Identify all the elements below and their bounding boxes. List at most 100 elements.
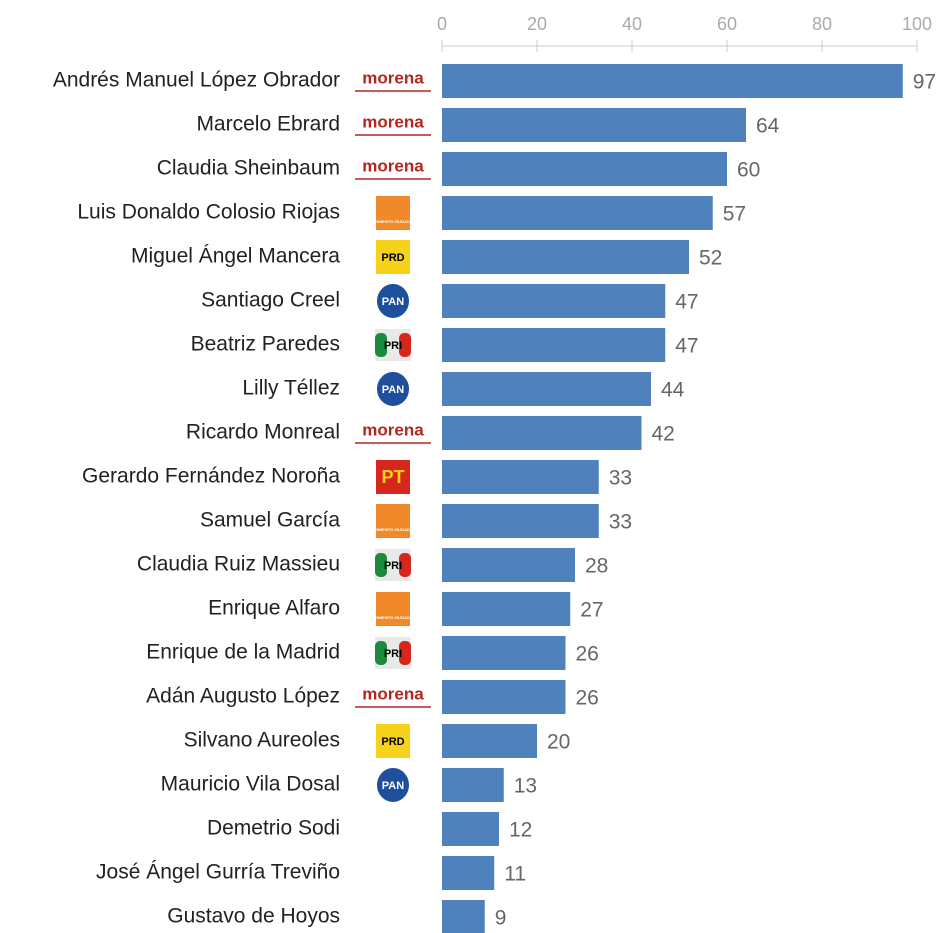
bar	[442, 328, 666, 362]
bar	[442, 64, 903, 98]
party-logo: PAN	[375, 766, 411, 804]
party-logo: morena	[355, 112, 431, 136]
value-label: 9	[495, 907, 507, 930]
category-label: Demetrio Sodi	[207, 817, 340, 840]
party-label: PRI	[384, 560, 402, 572]
party-logo: PAN	[375, 282, 411, 320]
value-label: 57	[723, 203, 746, 226]
value-label: 28	[585, 555, 608, 578]
bar	[442, 504, 599, 538]
value-label: 33	[609, 467, 632, 490]
party-logo: morena	[355, 420, 431, 444]
category-label: Claudia Ruiz Massieu	[137, 553, 340, 576]
logo-shape	[376, 724, 410, 758]
party-label: PRI	[384, 340, 402, 352]
logo-shape	[376, 460, 410, 494]
value-label: 26	[576, 687, 599, 710]
category-label: Luis Donaldo Colosio Riojas	[77, 201, 340, 224]
party-logo: PRI	[375, 637, 411, 669]
logo-shape	[375, 282, 411, 320]
logo-shape	[376, 196, 410, 230]
party-logo: MOVIMIENTO CIUDADANO	[367, 504, 419, 538]
category-label: Adán Augusto López	[146, 685, 340, 708]
bar	[442, 372, 651, 406]
x-tick-label: 20	[527, 14, 547, 34]
x-tick-label: 100	[902, 14, 932, 34]
bar	[442, 240, 689, 274]
x-tick-label: 40	[622, 14, 642, 34]
category-label: Marcelo Ebrard	[196, 113, 340, 136]
bar	[442, 724, 537, 758]
logo-green	[375, 553, 387, 577]
value-label: 20	[547, 731, 570, 754]
logo-shape	[376, 592, 410, 626]
category-label: Santiago Creel	[201, 289, 340, 312]
value-label: 47	[675, 291, 698, 314]
value-label: 52	[699, 247, 722, 270]
party-label: PRD	[381, 252, 404, 264]
bar	[442, 592, 571, 626]
party-label: PAN	[382, 384, 404, 396]
party-logo: PT	[376, 460, 410, 494]
bar	[442, 108, 746, 142]
bar	[442, 416, 642, 450]
party-logo: PRI	[375, 329, 411, 361]
logo-shape	[376, 504, 410, 538]
x-tick-label: 80	[812, 14, 832, 34]
value-label: 47	[675, 335, 698, 358]
bar	[442, 548, 575, 582]
bar	[442, 900, 485, 933]
value-label: 97	[913, 71, 936, 94]
logo-red	[399, 553, 411, 577]
party-logo: PRD	[376, 240, 410, 274]
bar	[442, 856, 495, 890]
category-label: Andrés Manuel López Obrador	[53, 69, 340, 92]
logo-shape	[375, 766, 411, 804]
category-label: Beatriz Paredes	[191, 333, 340, 356]
x-tick-label: 60	[717, 14, 737, 34]
bar	[442, 152, 727, 186]
party-logo: morena	[355, 68, 431, 92]
logo-red	[399, 333, 411, 357]
bar	[442, 460, 599, 494]
party-label: PRD	[381, 736, 404, 748]
party-logo: MOVIMIENTO CIUDADANO	[367, 196, 419, 230]
party-label: PT	[381, 467, 404, 487]
party-label: morena	[362, 156, 424, 175]
value-label: 12	[509, 819, 532, 842]
value-label: 27	[580, 599, 603, 622]
category-label: Mauricio Vila Dosal	[161, 773, 340, 796]
category-label: Lilly Téllez	[242, 377, 340, 400]
party-label: MOVIMIENTO CIUDADANO	[367, 615, 418, 620]
value-label: 26	[576, 643, 599, 666]
bar	[442, 768, 504, 802]
category-label: Miguel Ángel Mancera	[131, 245, 340, 268]
party-logo: morena	[355, 684, 431, 708]
value-label: 44	[661, 379, 685, 402]
logo-green	[375, 333, 387, 357]
category-label: José Ángel Gurría Treviño	[96, 861, 340, 884]
party-label: morena	[362, 68, 424, 87]
value-label: 11	[504, 863, 526, 886]
bar	[442, 812, 499, 846]
category-label: Ricardo Monreal	[186, 421, 340, 444]
value-label: 33	[609, 511, 632, 534]
bar	[442, 284, 666, 318]
logo-green	[375, 641, 387, 665]
logo-shape	[375, 370, 411, 408]
x-tick-label: 0	[437, 14, 447, 34]
category-label: Enrique de la Madrid	[146, 641, 340, 664]
party-label: morena	[362, 684, 424, 703]
party-logo: PRD	[376, 724, 410, 758]
category-label: Enrique Alfaro	[208, 597, 340, 620]
party-label: PRI	[384, 648, 402, 660]
party-logo: PRI	[375, 549, 411, 581]
category-label: Claudia Sheinbaum	[157, 157, 340, 180]
value-label: 64	[756, 115, 780, 138]
party-label: PAN	[382, 780, 404, 792]
category-label: Gerardo Fernández Noroña	[82, 465, 340, 488]
party-logo: morena	[355, 156, 431, 180]
category-label: Samuel García	[200, 509, 340, 532]
party-label: morena	[362, 112, 424, 131]
value-label: 60	[737, 159, 760, 182]
